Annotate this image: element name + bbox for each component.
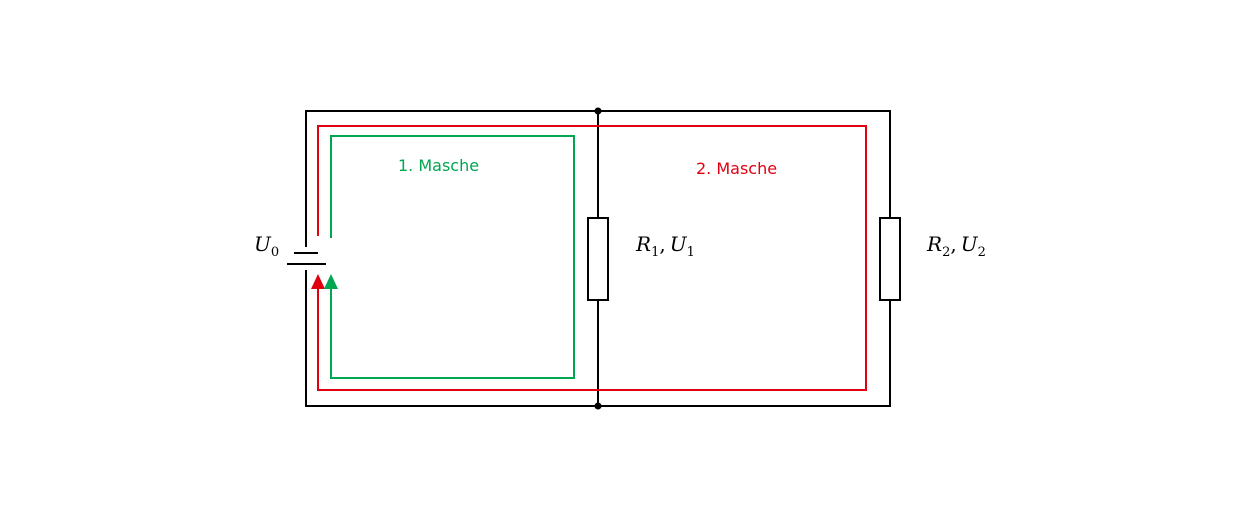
junction-bottom-dot [594,402,602,410]
resistor-1-label: R1, U1 [635,232,695,260]
junction-top-dot [594,107,602,115]
loop-2-label: 2. Masche [696,159,777,178]
resistor-2-label: R2, U2 [926,232,986,260]
loop-1-path [330,135,575,379]
voltage-source-symbol [287,252,326,265]
resistor-2 [879,217,901,301]
source-label: U0 [254,232,279,260]
resistor-1 [587,217,609,301]
loop-2-path [317,125,867,391]
loop-2-arrow-icon [311,274,325,289]
loop-1-arrow-icon [324,274,338,289]
loop-1-label: 1. Masche [398,156,479,175]
